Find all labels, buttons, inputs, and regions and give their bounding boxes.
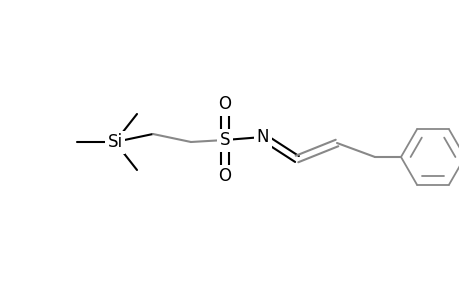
Text: O: O (218, 95, 231, 113)
Text: Si: Si (107, 133, 122, 151)
Text: S: S (219, 131, 230, 149)
Text: N: N (256, 128, 269, 146)
Text: O: O (218, 167, 231, 185)
